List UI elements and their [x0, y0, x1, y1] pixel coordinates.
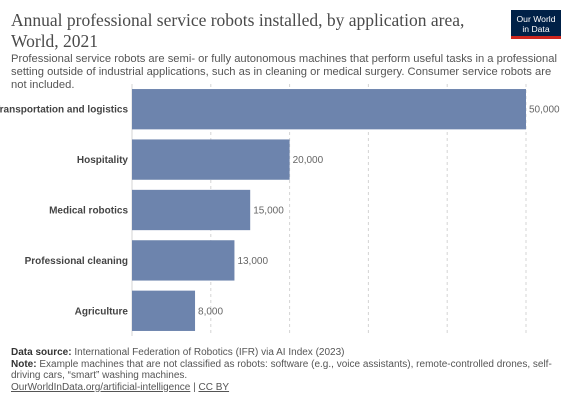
chart-title: Annual professional service robots insta…	[11, 10, 465, 51]
category-label: Hospitality	[77, 155, 129, 166]
bar[interactable]	[132, 89, 526, 130]
value-label: 50,000	[529, 105, 560, 116]
category-label: Agriculture	[75, 306, 129, 317]
chart-footer: Data source: International Federation of…	[11, 347, 563, 393]
value-label: 15,000	[253, 206, 284, 217]
bar[interactable]	[132, 189, 251, 231]
logo-line-2: in Data	[522, 24, 550, 34]
attribution-line: OurWorldInData.org/artificial-intelligen…	[11, 382, 563, 394]
bar-chart: Transportation and logistics 50,000 Hospit…	[0, 84, 560, 336]
license-link[interactable]: CC BY	[198, 381, 230, 393]
category-label: Transportation and logistics	[0, 105, 128, 116]
value-label: 20,000	[293, 155, 324, 166]
owid-link[interactable]: OurWorldInData.org/artificial-intelligen…	[11, 381, 191, 393]
bar[interactable]	[132, 290, 196, 331]
bar[interactable]	[132, 139, 290, 180]
logo-accent-bar	[511, 36, 561, 39]
note-line: Note: Example machines that are not clas…	[11, 359, 563, 382]
category-label: Medical robotics	[49, 206, 128, 217]
category-label: Professional cleaning	[25, 256, 128, 267]
data-source-line: Data source: International Federation of…	[11, 347, 563, 359]
source-text: International Federation of Robotics (IF…	[74, 347, 345, 358]
separator: |	[190, 381, 199, 393]
logo-line-1: Our World	[516, 14, 556, 24]
value-label: 13,000	[237, 256, 268, 267]
value-label: 8,000	[198, 306, 223, 317]
owid-logo[interactable]: Our World in Data	[511, 10, 561, 39]
chart-subtitle: Professional service robots are semi- or…	[11, 53, 557, 91]
bar[interactable]	[132, 240, 235, 281]
source-label: Data source:	[11, 347, 72, 358]
note-label: Note:	[11, 358, 37, 370]
note-text: Example machines that are not classified…	[11, 358, 552, 382]
